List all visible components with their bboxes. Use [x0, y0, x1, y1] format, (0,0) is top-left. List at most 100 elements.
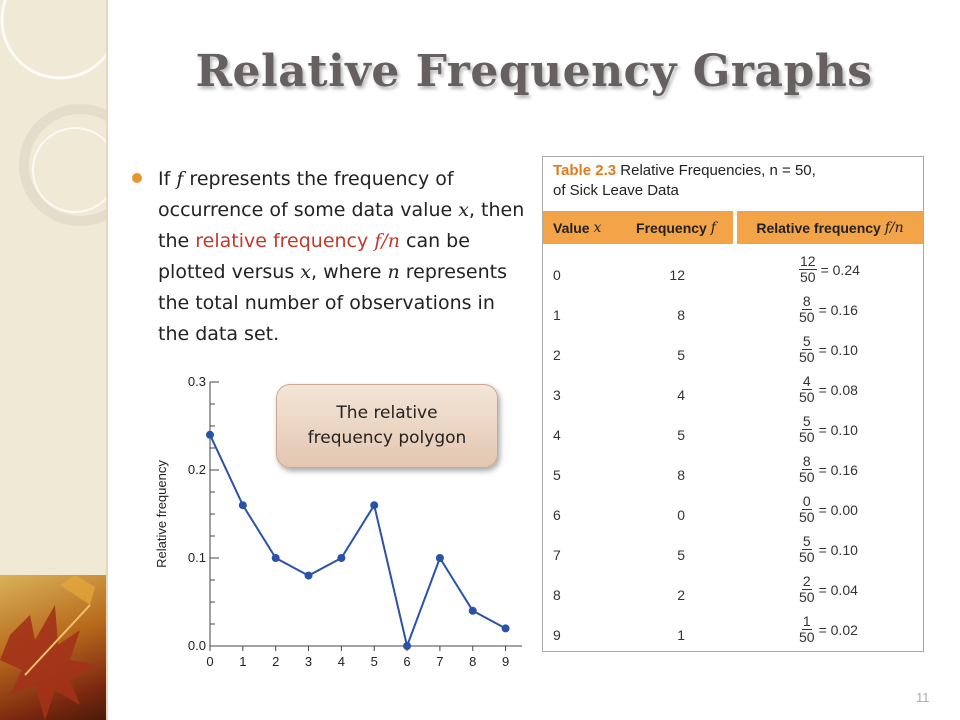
- x-tick-label: 5: [371, 654, 378, 669]
- table-cell-relative-frequency: 12 50 = 0.24: [799, 254, 860, 285]
- table-cell-frequency: 2: [677, 587, 685, 603]
- callout-box: The relative frequency polygon: [276, 384, 498, 468]
- table-cell-frequency: 0: [677, 507, 685, 523]
- y-tick-label: 0.3: [188, 374, 206, 389]
- table-cell-frequency: 1: [677, 627, 685, 643]
- data-point: [337, 554, 346, 562]
- fraction-numerator: 0: [801, 493, 812, 510]
- table-cell-value: 4: [553, 427, 561, 443]
- data-point: [501, 624, 510, 633]
- table-cell-value: 6: [553, 507, 561, 523]
- x-tick-label: 6: [403, 654, 410, 669]
- data-point: [370, 501, 379, 510]
- relative-frequency-table: Table 2.3 Relative Frequencies, n = 50, …: [542, 156, 924, 652]
- header-relative-frequency: Relative frequency f/n: [737, 211, 923, 244]
- fraction-denominator: 50: [799, 549, 815, 565]
- relative-frequency-polygon-chart: 0.0 0.1 0.2 0.3 0 1 2 3 4 5 6 7 8 9 Relative frequency: [154, 374, 522, 669]
- y-tick-label: 0.0: [188, 638, 206, 653]
- table-cell-frequency: 8: [677, 307, 685, 323]
- fraction-numerator: 5: [801, 533, 812, 550]
- decorative-circles: [0, 0, 106, 226]
- table-cell-value: 9: [553, 627, 561, 643]
- side-panel-divider: [106, 0, 108, 720]
- series-line: [209, 434, 507, 650]
- autumn-leaf-image: [0, 575, 106, 720]
- fraction-numerator: 8: [801, 293, 812, 310]
- maple-leaf-icon: [0, 575, 100, 720]
- data-point: [271, 554, 280, 562]
- x-tick-label: 7: [436, 654, 443, 669]
- callout-line-1: The relative: [336, 403, 438, 423]
- fraction-denominator: 50: [799, 629, 815, 645]
- fraction-denominator: 50: [799, 469, 815, 485]
- table-cell-relative-frequency: 4 50 = 0.08: [799, 374, 858, 405]
- table-cell-value: 3: [553, 387, 561, 403]
- table-caption-line2: of Sick Leave Data: [553, 182, 679, 199]
- relative-value: = 0.04: [818, 581, 858, 598]
- table-caption: Table 2.3 Relative Frequencies, n = 50, …: [553, 161, 915, 201]
- fraction-numerator: 4: [801, 373, 812, 390]
- table-cell-relative-frequency: 2 50 = 0.04: [799, 574, 858, 605]
- fraction-numerator: 8: [801, 453, 812, 470]
- data-point: [468, 606, 477, 615]
- table-cell-relative-frequency: 8 50 = 0.16: [799, 454, 858, 485]
- header-frequency: Frequency f: [619, 211, 733, 244]
- slide-title: Relative Frequency Graphs: [195, 46, 873, 97]
- table-cell-frequency: 5: [677, 427, 685, 443]
- data-point: [206, 430, 214, 439]
- x-tick-label: 8: [469, 654, 476, 669]
- fraction-numerator: 1: [801, 613, 812, 630]
- fraction-numerator: 12: [799, 253, 817, 270]
- y-tick-label: 0.1: [188, 550, 206, 565]
- data-point: [238, 501, 247, 510]
- relative-value: = 0.24: [820, 261, 860, 278]
- table-cell-relative-frequency: 5 50 = 0.10: [799, 414, 858, 445]
- relative-value: = 0.08: [818, 381, 858, 398]
- fraction-denominator: 50: [799, 389, 815, 405]
- fraction-denominator: 50: [800, 269, 816, 285]
- fraction-denominator: 50: [799, 509, 815, 525]
- fraction-denominator: 50: [799, 429, 815, 445]
- fraction-numerator: 5: [801, 333, 812, 350]
- relative-value: = 0.10: [818, 341, 858, 358]
- y-tick-label: 0.2: [188, 462, 206, 477]
- relative-value: = 0.16: [818, 461, 858, 478]
- fraction-denominator: 50: [799, 309, 815, 325]
- table-cell-value: 8: [553, 587, 561, 603]
- table-cell-frequency: 5: [677, 547, 685, 563]
- x-tick-label: 0: [206, 654, 213, 669]
- relative-value: = 0.10: [818, 421, 858, 438]
- bullet-point: If f represents the frequency of occurre…: [132, 164, 532, 350]
- table-cell-frequency: 8: [677, 467, 685, 483]
- table-cell-value: 1: [553, 307, 561, 323]
- data-point: [304, 571, 313, 580]
- x-tick-label: 1: [239, 654, 246, 669]
- fraction-numerator: 5: [801, 413, 812, 430]
- x-tick-label: 9: [502, 654, 509, 669]
- decorative-side-panel: [0, 0, 106, 720]
- bullet-text: If f represents the frequency of occurre…: [158, 168, 525, 345]
- table-cell-relative-frequency: 8 50 = 0.16: [799, 294, 858, 325]
- bullet-dot-icon: [132, 173, 142, 183]
- table-cell-frequency: 12: [669, 267, 685, 283]
- table-cell-frequency: 5: [677, 347, 685, 363]
- relative-value: = 0.02: [818, 621, 858, 638]
- table-caption-label: Table 2.3: [553, 162, 617, 179]
- table-caption-text: Relative Frequencies, n = 50,: [620, 162, 816, 179]
- x-tick-label: 4: [338, 654, 345, 669]
- highlight-relative-frequency: relative frequency f/n: [195, 230, 400, 252]
- relative-value: = 0.00: [818, 501, 858, 518]
- x-tick-label: 2: [272, 654, 279, 669]
- fraction-denominator: 50: [799, 349, 815, 365]
- table-cell-relative-frequency: 1 50 = 0.02: [799, 614, 858, 645]
- relative-value: = 0.10: [818, 541, 858, 558]
- callout-line-2: frequency polygon: [307, 428, 467, 448]
- table-cell-frequency: 4: [677, 387, 685, 403]
- fraction-numerator: 2: [801, 573, 812, 590]
- y-axis-label: Relative frequency: [154, 460, 169, 568]
- table-cell-relative-frequency: 5 50 = 0.10: [799, 334, 858, 365]
- table-cell-relative-frequency: 0 50 = 0.00: [799, 494, 858, 525]
- table-cell-value: 0: [553, 267, 561, 283]
- page-number: 11: [916, 690, 930, 705]
- header-value: Value x: [543, 211, 625, 244]
